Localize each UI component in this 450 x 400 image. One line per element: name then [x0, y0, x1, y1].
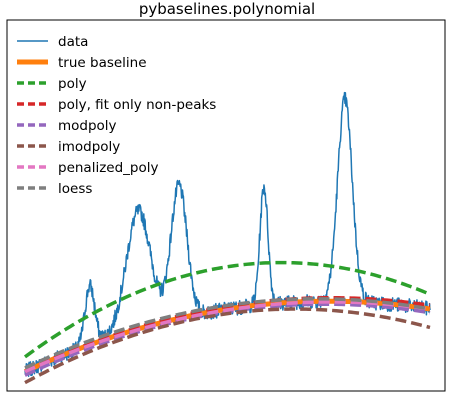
series-line-7 — [24, 297, 431, 370]
legend-label-4: modpoly — [58, 118, 117, 134]
legend-label-6: penalized_poly — [58, 160, 159, 176]
legend-label-3: poly, fit only non-peaks — [58, 97, 216, 113]
series-line-2 — [23, 260, 431, 359]
legend-label-2: poly — [58, 76, 87, 92]
legend: data true baseline poly poly, fit only non-… — [17, 34, 216, 197]
series-line-6 — [24, 300, 431, 374]
legend-label-1: true baseline — [58, 55, 147, 71]
series-lines — [23, 91, 431, 385]
chart-title: pybaselines.polynomial — [139, 0, 315, 18]
series-line-4 — [24, 302, 431, 377]
legend-label-5: imodpoly — [58, 139, 120, 155]
plot-frame — [6, 19, 446, 392]
series-line-5 — [24, 307, 431, 385]
legend-label-0: data — [58, 34, 88, 50]
legend-label-7: loess — [58, 181, 92, 197]
